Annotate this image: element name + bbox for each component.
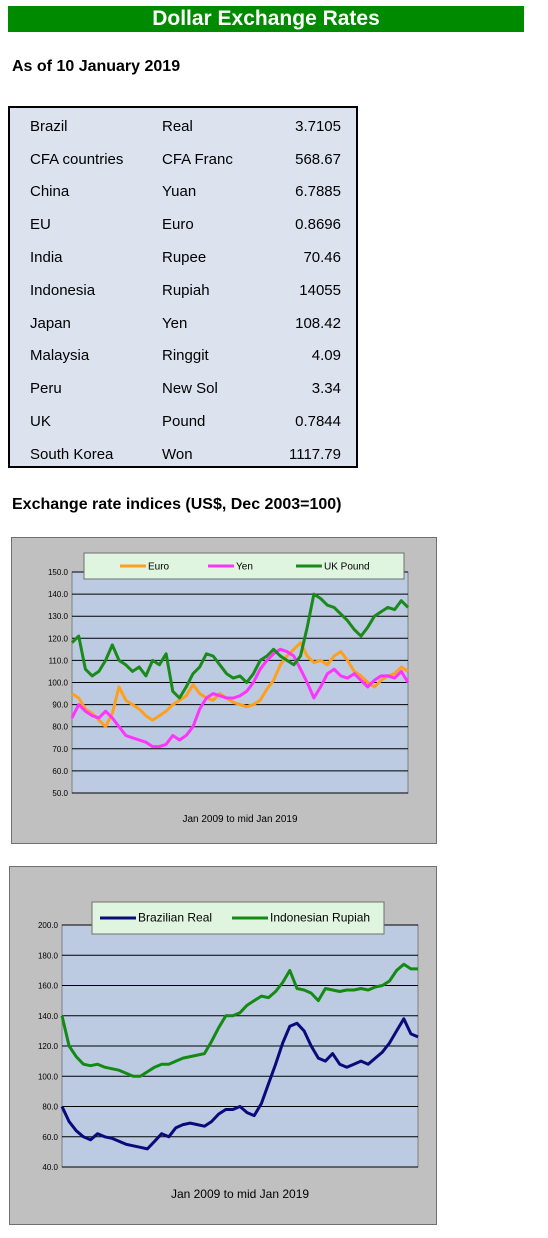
- series-line: [60, 962, 418, 1078]
- rate-row: Peru New Sol 3.34: [30, 372, 341, 405]
- rate-row: South Korea Won 1117.79: [30, 438, 341, 471]
- rate-value-cell: 4.09: [311, 347, 341, 365]
- rate-value-cell: 1117.79: [289, 445, 341, 463]
- currency-cell: Yuan: [162, 183, 197, 201]
- rate-value-cell: 6.7885: [295, 183, 341, 201]
- rates-table-body: Brazil Real 3.7105 CFA countries CFA Franc 56…: [30, 110, 341, 471]
- series-line: [71, 641, 409, 729]
- currency-cell: Real: [162, 117, 193, 135]
- y-tick-label: 80.0: [52, 723, 68, 732]
- currency-cell: CFA Franc: [162, 150, 233, 168]
- rate-row: Japan Yen 108.42: [30, 307, 341, 340]
- legend-entry: Euro: [148, 562, 170, 573]
- currency-cell: Rupiah: [162, 281, 210, 299]
- y-tick-label: 60.0: [42, 1133, 58, 1142]
- country-cell: China: [30, 183, 70, 201]
- emerging-currencies-chart-svg: 200.0 180.0 160.0 140.0 120.0 100.0 80.0 60.0 40…: [38, 901, 419, 1201]
- y-tick-label: 110.0: [49, 656, 69, 665]
- page-title: Dollar Exchange Rates: [152, 7, 380, 30]
- currency-cell: Rupee: [162, 249, 207, 267]
- emerging-currencies-index-chart: 200.0 180.0 160.0 140.0 120.0 100.0 80.0 60.0 40…: [9, 866, 437, 1225]
- y-tick-label: 100.0: [38, 1072, 59, 1081]
- rate-value-cell: 3.34: [311, 380, 341, 398]
- rate-value-cell: 108.42: [295, 314, 341, 332]
- rate-row: CFA countries CFA Franc 568.67: [30, 143, 341, 176]
- currency-cell: New Sol: [162, 380, 218, 398]
- currency-cell: Euro: [162, 216, 194, 234]
- y-tick-label: 140.0: [48, 590, 69, 599]
- rate-value-cell: 568.67: [295, 150, 341, 168]
- y-tick-label: 200.0: [38, 921, 59, 930]
- rate-row: Malaysia Ringgit 4.09: [30, 340, 341, 373]
- rate-value-cell: 0.8696: [295, 216, 341, 234]
- exchange-rates-table: Brazil Real 3.7105 CFA countries CFA Franc 56…: [8, 106, 358, 468]
- series-line: [70, 647, 410, 749]
- currency-cell: Pound: [162, 413, 206, 431]
- rate-row: EU Euro 0.8696: [30, 208, 341, 241]
- y-tick-label: 70.0: [52, 745, 68, 754]
- country-cell: Peru: [30, 380, 62, 398]
- rate-row: Indonesia Rupiah 14055: [30, 274, 341, 307]
- rate-row: UK Pound 0.7844: [30, 405, 341, 438]
- legend-entry: Brazilian Real: [138, 911, 212, 925]
- y-tick-label: 180.0: [38, 951, 59, 960]
- currency-cell: Yen: [162, 314, 188, 332]
- currency-cell: Ringgit: [162, 347, 209, 365]
- country-cell: South Korea: [30, 445, 114, 463]
- country-cell: Japan: [30, 314, 71, 332]
- country-cell: EU: [30, 216, 51, 234]
- country-cell: UK: [30, 413, 51, 431]
- legend-entry: UK Pound: [324, 562, 370, 573]
- y-tick-label: 100.0: [48, 679, 69, 688]
- as-of-date: As of 10 January 2019: [12, 58, 181, 75]
- rate-row: India Rupee 70.46: [30, 241, 341, 274]
- y-tick-label: 50.0: [52, 789, 68, 798]
- y-tick-label: 120.0: [38, 1042, 59, 1051]
- x-axis-label: Jan 2009 to mid Jan 2019: [171, 1187, 309, 1201]
- y-tick-label: 60.0: [52, 767, 68, 776]
- major-currencies-index-chart: 150.0 140.0 130.0 120.0 110.0 100.0 90.0 80.0 70…: [11, 537, 437, 844]
- x-axis-label: Jan 2009 to mid Jan 2019: [182, 814, 298, 825]
- y-tick-label: 160.0: [38, 982, 59, 991]
- y-tick-label: 130.0: [48, 612, 69, 621]
- indices-heading: Exchange rate indices (US$, Dec 2003=100…: [12, 496, 342, 513]
- rates-table: Brazil Real 3.7105 CFA countries CFA Franc 56…: [30, 110, 341, 471]
- y-tick-label: 120.0: [48, 634, 69, 643]
- rate-value-cell: 70.46: [303, 249, 341, 267]
- rate-value-cell: 0.7844: [295, 413, 341, 431]
- country-cell: Malaysia: [30, 347, 90, 365]
- page-title-banner: Dollar Exchange Rates: [8, 6, 524, 32]
- y-tick-label: 80.0: [42, 1103, 58, 1112]
- country-cell: CFA countries: [30, 150, 124, 168]
- rate-value-cell: 3.7105: [295, 117, 341, 135]
- rate-row: Brazil Real 3.7105: [30, 110, 341, 143]
- y-tick-label: 90.0: [52, 701, 68, 710]
- currency-cell: Won: [162, 445, 193, 463]
- y-tick-label: 150.0: [48, 568, 69, 577]
- major-currencies-chart-svg: 150.0 140.0 130.0 120.0 110.0 100.0 90.0 80.0 70…: [48, 552, 410, 825]
- series-line: [60, 1017, 419, 1151]
- series-line: [70, 592, 410, 700]
- country-cell: India: [30, 249, 63, 267]
- legend-entry: Indonesian Rupiah: [270, 911, 370, 925]
- y-tick-label: 40.0: [42, 1163, 58, 1172]
- country-cell: Brazil: [30, 117, 68, 135]
- country-cell: Indonesia: [30, 281, 96, 299]
- rate-row: China Yuan 6.7885: [30, 176, 341, 209]
- rate-value-cell: 14055: [299, 281, 341, 299]
- legend-entry: Yen: [236, 562, 253, 573]
- legend-box: [91, 901, 385, 935]
- y-tick-label: 140.0: [38, 1012, 59, 1021]
